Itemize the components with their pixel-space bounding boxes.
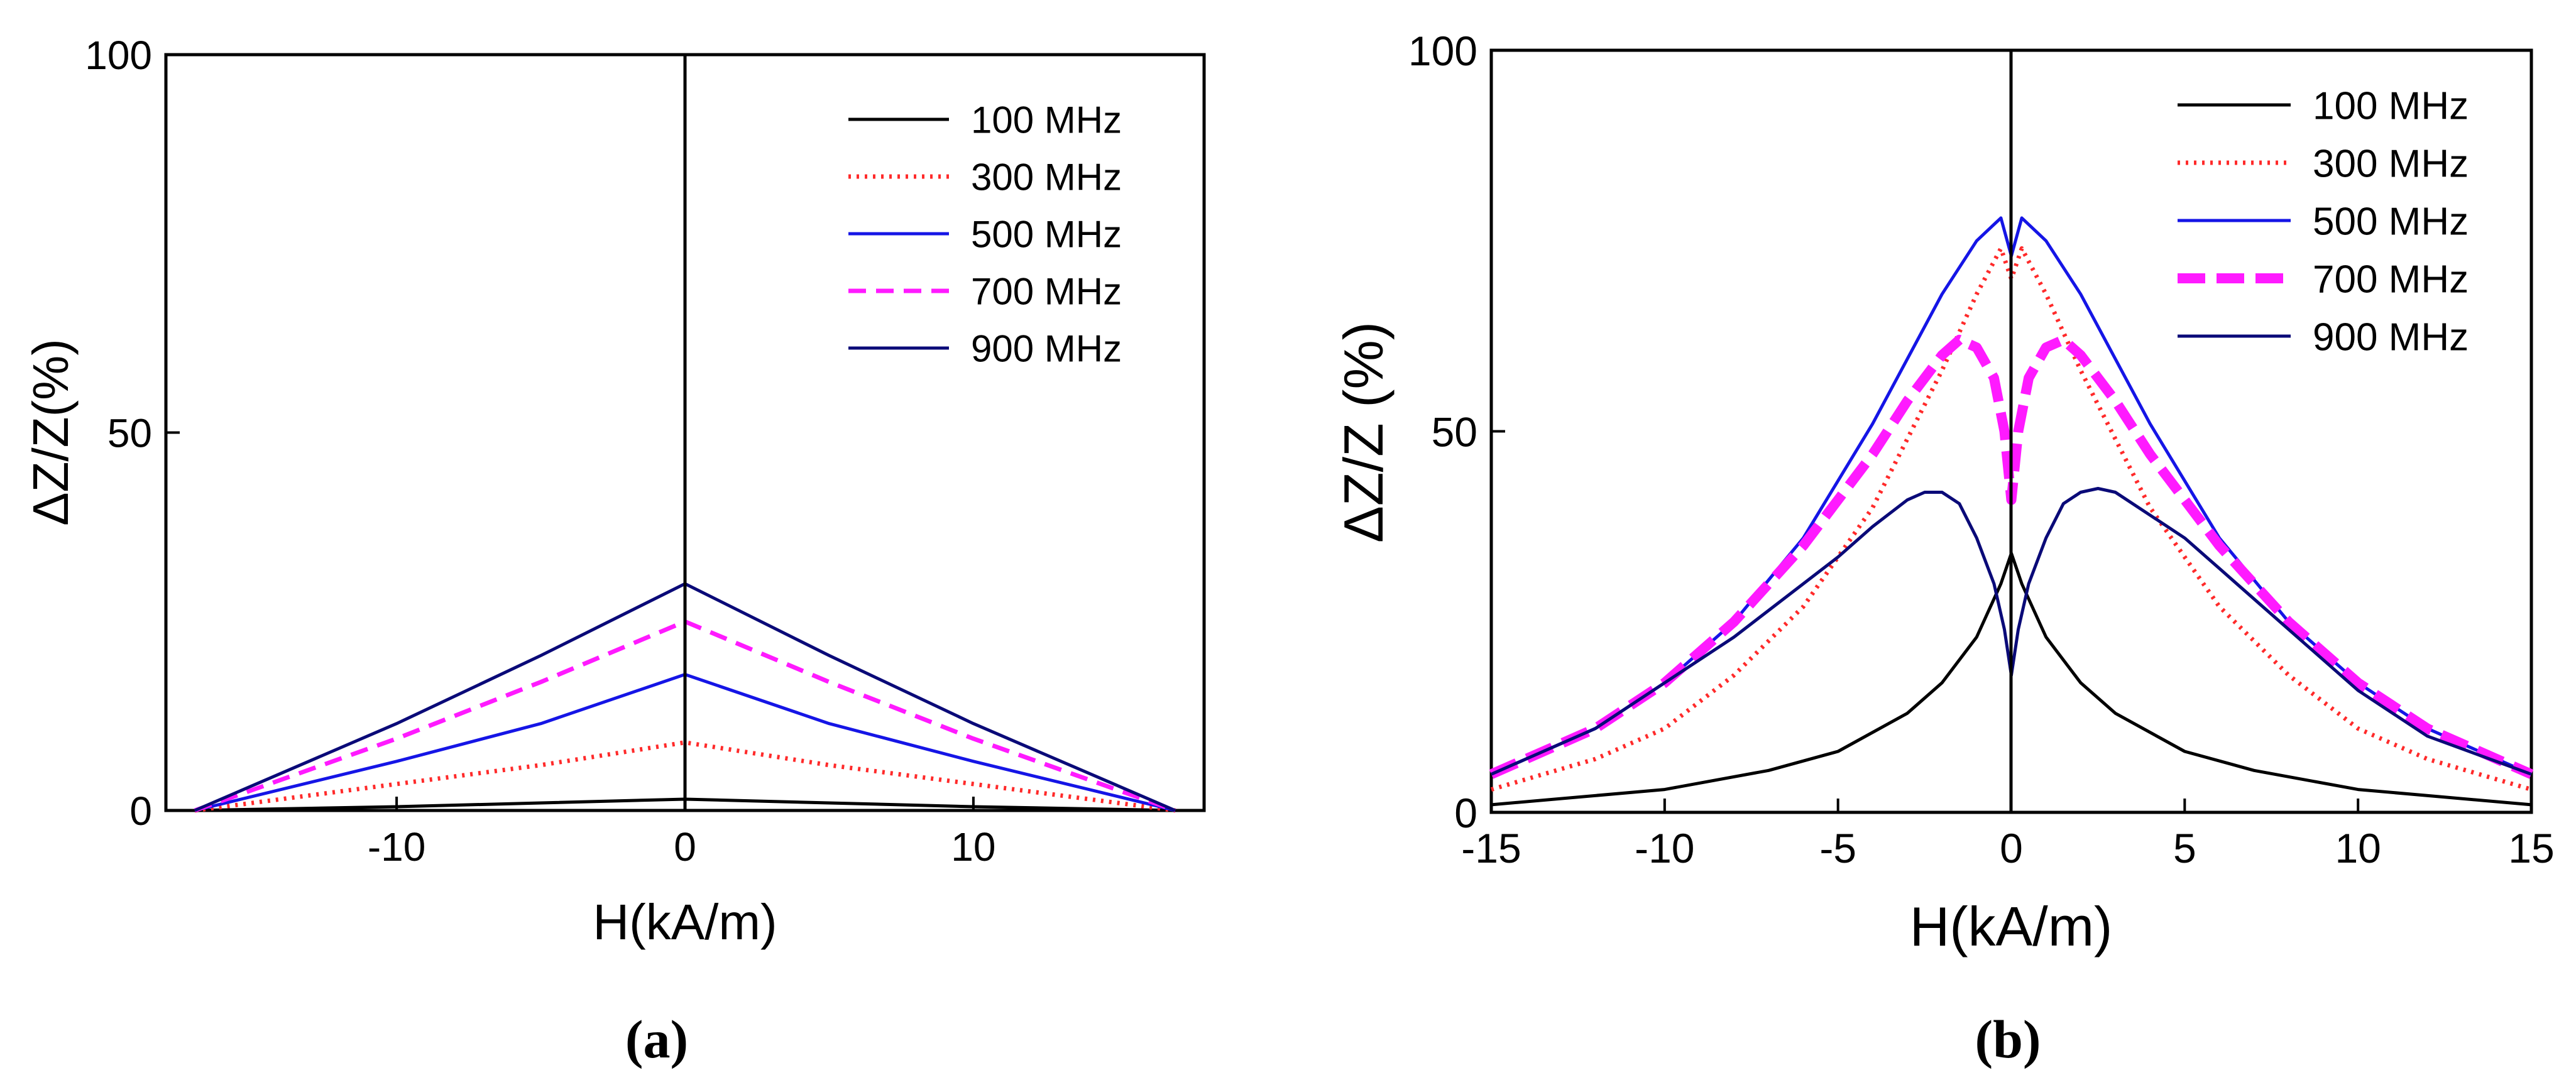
chart-a-legend-label-3: 700 MHz [971,271,1122,313]
chart-b-ytick-label-1: 50 [1432,408,1477,455]
chart-a-legend-label-1: 300 MHz [971,156,1122,199]
chart-b-legend-label-2: 500 MHz [2313,200,2469,243]
chart-a-series-line-1 [194,740,1176,813]
chart-b-ytick-label-2: 100 [1408,28,1477,74]
chart-a-ylabel: ΔZ/Z(%) [23,339,79,526]
chart-b-xlabel: H(kA/m) [1910,895,2113,957]
chart-a-legend-label-0: 100 MHz [971,99,1122,141]
chart-b-legend-label-3: 700 MHz [2313,258,2469,301]
chart-b-xtick-label-4: 5 [2173,825,2196,871]
chart-a-legend-label-2: 500 MHz [971,214,1122,256]
chart-a-xtick-label-1: 0 [674,824,696,870]
chart-a-ytick-label-2: 100 [85,33,152,78]
chart-b-legend-label-4: 900 MHz [2313,315,2469,359]
chart-b: -15 -10 -5 0 5 10 15 0 50 100 100 MHz 300 MHz 500 M… [1332,28,2555,1069]
chart-b-legend-label-1: 300 MHz [2313,142,2469,185]
chart-b-ytick-label-0: 0 [1454,790,1477,836]
chart-a-caption: (a) [625,1009,688,1069]
chart-b-xtick-label-3: 0 [2000,825,2023,871]
chart-b-xtick-label-2: -5 [1819,825,1856,871]
chart-b-legend: 100 MHz 300 MHz 500 MHz 700 MHz 900 MHz [2178,84,2469,359]
chart-b-series-line-1 [1491,246,2532,792]
chart-b-caption: (b) [1975,1009,2041,1069]
chart-b-xtick-label-1: -10 [1635,825,1694,871]
chart-a-xtick-label-0: -10 [368,824,426,870]
chart-b-ylabel: ΔZ/Z (%) [1332,322,1395,543]
chart-a-xtick-label-2: 10 [951,824,995,870]
chart-b-xtick-label-0: -15 [1461,825,1521,871]
chart-b-legend-label-0: 100 MHz [2313,84,2469,128]
chart-a-legend: 100 MHz 300 MHz 500 MHz 700 MHz 900 MHz [848,99,1122,370]
chart-b-xtick-label-5: 10 [2335,825,2381,871]
chart-a-ytick-label-1: 50 [107,411,152,456]
chart-a-legend-label-4: 900 MHz [971,328,1122,370]
chart-b-xtick-label-6: 15 [2508,825,2554,871]
chart-a-xlabel: H(kA/m) [593,894,777,950]
chart-b-ticks: -15 -10 -5 0 5 10 15 0 50 100 [1408,28,2555,871]
chart-a-ytick-label-0: 0 [129,788,152,834]
